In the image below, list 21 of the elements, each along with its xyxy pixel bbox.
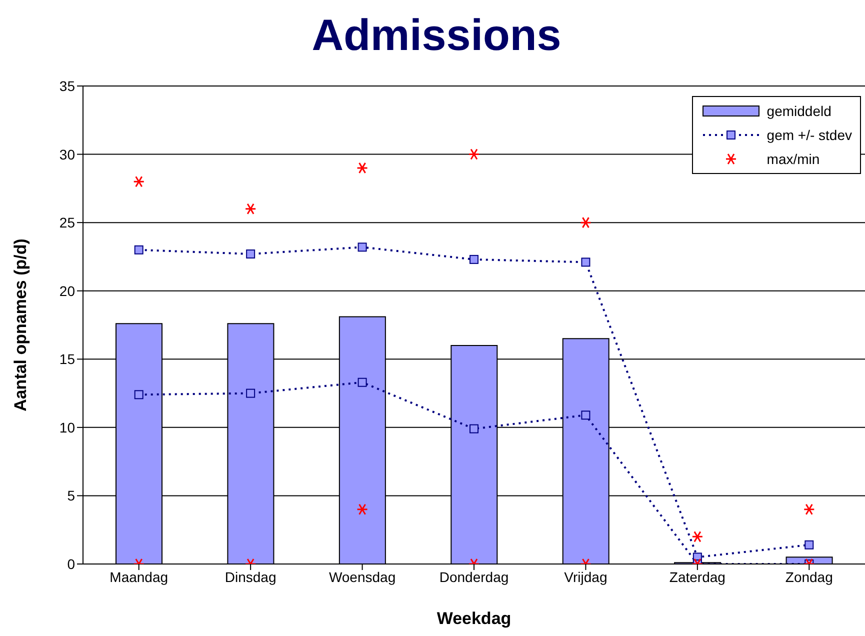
x-tick-label: Zondag <box>785 568 833 585</box>
y-tick-label: 30 <box>59 146 76 162</box>
y-tick-label: 20 <box>59 282 76 299</box>
x-tick-label: Zaterdag <box>669 568 726 585</box>
x-tick-label: Maandag <box>110 568 168 585</box>
y-tick-label: 10 <box>59 419 76 436</box>
y-tick-label: 25 <box>59 214 76 231</box>
y-tick-label: 0 <box>67 556 76 572</box>
chart-title: Admissions <box>310 10 562 62</box>
x-tick-label: Woensdag <box>328 568 396 585</box>
y-tick-label: 15 <box>59 351 76 368</box>
y-axis-title: Aantal opnames (p/d) <box>11 238 30 412</box>
y-tick-label: 35 <box>59 78 76 94</box>
legend-label: gem +/- stdev <box>766 127 852 143</box>
x-tick-label: Donderdag <box>439 568 509 585</box>
y-tick-label: 5 <box>67 488 76 504</box>
x-axis-title: Weekdag <box>436 609 512 628</box>
x-tick-label: Vrijdag <box>564 568 608 585</box>
x-tick-label: Dinsdag <box>224 568 276 585</box>
legend-label: gemiddeld <box>766 103 832 119</box>
legend-label: max/min <box>766 151 820 167</box>
